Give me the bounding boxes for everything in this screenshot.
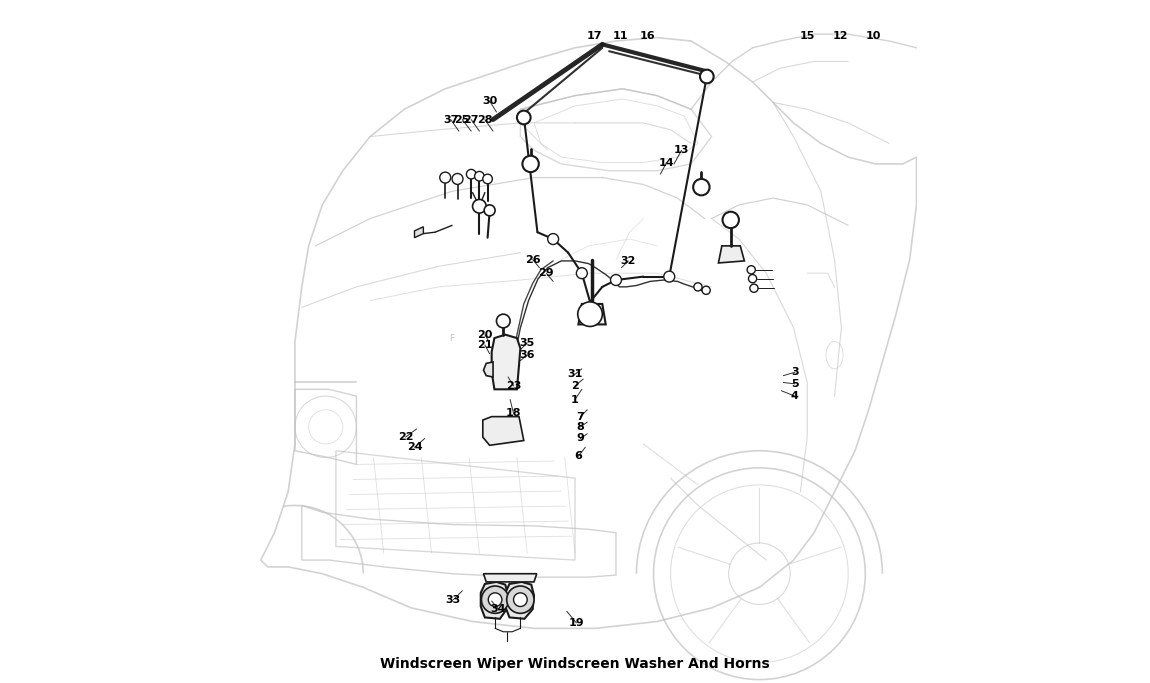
Text: 1: 1: [572, 395, 578, 404]
Circle shape: [522, 156, 539, 172]
Text: 17: 17: [586, 31, 601, 40]
Text: 5: 5: [791, 379, 799, 389]
Text: 21: 21: [477, 340, 492, 350]
Circle shape: [507, 586, 534, 613]
Circle shape: [693, 283, 701, 291]
Circle shape: [489, 593, 501, 607]
Circle shape: [467, 169, 476, 179]
Text: 35: 35: [520, 338, 535, 348]
Text: 31: 31: [567, 370, 583, 379]
Circle shape: [547, 234, 559, 245]
Text: 30: 30: [482, 96, 497, 106]
Text: 8: 8: [576, 422, 584, 432]
Text: 33: 33: [446, 595, 461, 604]
Polygon shape: [483, 574, 537, 582]
Text: 3: 3: [791, 367, 799, 377]
Circle shape: [576, 268, 588, 279]
Polygon shape: [505, 582, 534, 619]
Text: 37: 37: [443, 115, 459, 124]
Polygon shape: [719, 246, 744, 263]
Circle shape: [475, 171, 484, 181]
Circle shape: [722, 212, 739, 228]
Circle shape: [484, 205, 496, 216]
Text: 36: 36: [520, 350, 535, 360]
Polygon shape: [578, 304, 606, 324]
Circle shape: [748, 266, 756, 274]
Circle shape: [439, 172, 451, 183]
Circle shape: [482, 586, 508, 613]
Circle shape: [473, 199, 486, 213]
Text: 2: 2: [572, 381, 578, 391]
Text: 6: 6: [575, 451, 582, 461]
Text: 26: 26: [524, 255, 540, 264]
Text: 11: 11: [613, 31, 629, 40]
Text: 23: 23: [506, 381, 521, 391]
Circle shape: [518, 111, 530, 124]
Text: 19: 19: [568, 618, 584, 628]
Text: F: F: [450, 333, 454, 343]
Text: 29: 29: [538, 268, 554, 278]
Text: 12: 12: [833, 31, 848, 40]
Circle shape: [611, 275, 621, 285]
Circle shape: [700, 70, 714, 83]
Text: 13: 13: [674, 145, 689, 155]
Circle shape: [702, 286, 711, 294]
Text: 22: 22: [398, 432, 413, 442]
Circle shape: [514, 593, 527, 607]
Circle shape: [577, 302, 603, 326]
Polygon shape: [481, 582, 508, 619]
Text: 28: 28: [477, 115, 492, 124]
Text: 16: 16: [639, 31, 656, 40]
Text: 20: 20: [477, 330, 492, 339]
Text: 7: 7: [576, 412, 584, 421]
Text: 32: 32: [621, 256, 636, 266]
Polygon shape: [414, 227, 423, 238]
Circle shape: [452, 173, 463, 184]
Circle shape: [693, 179, 710, 195]
Polygon shape: [483, 362, 493, 377]
Text: 18: 18: [506, 408, 521, 418]
Polygon shape: [492, 335, 520, 389]
Circle shape: [750, 284, 758, 292]
Circle shape: [664, 271, 675, 282]
Circle shape: [749, 275, 757, 283]
Text: 15: 15: [799, 31, 815, 40]
Circle shape: [483, 174, 492, 184]
Text: 10: 10: [866, 31, 881, 40]
Text: Windscreen Wiper Windscreen Washer And Horns: Windscreen Wiper Windscreen Washer And H…: [381, 657, 769, 671]
Circle shape: [497, 314, 511, 328]
Text: 27: 27: [463, 115, 478, 124]
Polygon shape: [483, 417, 523, 445]
Text: 4: 4: [791, 391, 799, 401]
Text: 24: 24: [407, 443, 422, 452]
Text: 14: 14: [659, 158, 674, 167]
Text: 25: 25: [454, 115, 470, 124]
Text: 9: 9: [576, 434, 584, 443]
Text: 34: 34: [491, 604, 506, 614]
